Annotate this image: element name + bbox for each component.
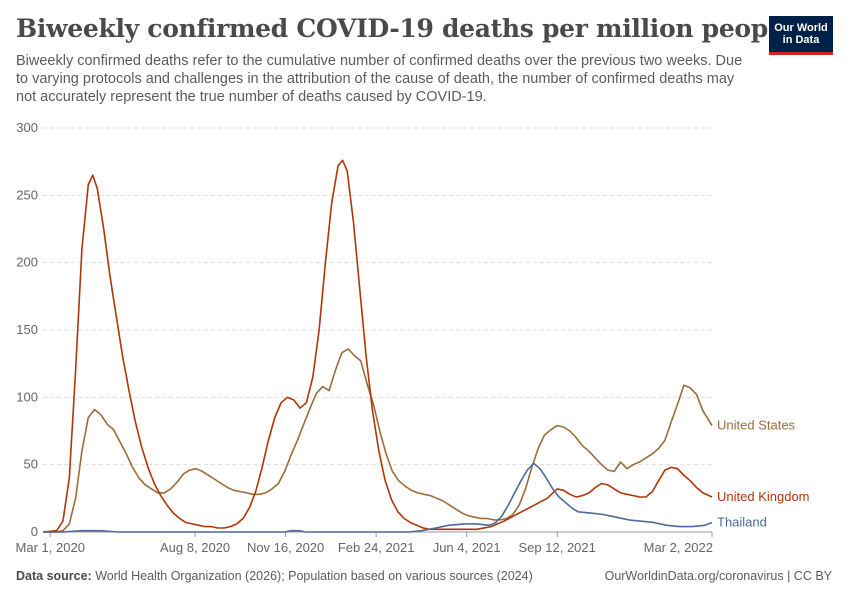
series-lines	[42, 159, 713, 533]
grid-lines	[43, 127, 712, 466]
series-line-thailand	[43, 462, 713, 533]
x-tick-label: Aug 8, 2020	[160, 540, 230, 555]
y-tick-label: 50	[24, 457, 38, 472]
x-tick-label: Nov 16, 2020	[247, 540, 324, 555]
chart-subtitle: Biweekly confirmed deaths refer to the c…	[16, 53, 743, 105]
y-tick-label: 150	[16, 322, 38, 337]
y-tick-label: 200	[16, 255, 38, 270]
series-label-thailand: Thailand	[717, 515, 767, 530]
owid-logo[interactable]: Our World in Data	[769, 16, 833, 55]
series-line-united-kingdom	[42, 159, 713, 533]
footer-source: Data source: World Health Organization (…	[16, 569, 533, 583]
x-tick-label: Mar 1, 2020	[16, 540, 85, 555]
x-tick-label: Jun 4, 2021	[433, 540, 501, 555]
x-tick-label: Mar 2, 2022	[644, 540, 713, 555]
logo-line-2: in Data	[782, 34, 820, 46]
source-text: World Health Organization (2026); Popula…	[95, 569, 533, 583]
series-label-united-kingdom: United Kingdom	[717, 489, 810, 504]
x-tick-label: Feb 24, 2021	[338, 540, 415, 555]
axes: 0 50 100 150 200 250 300 Mar 1, 2020 Aug 8, 2020…	[16, 120, 713, 555]
footer-link[interactable]: OurWorldinData.org/coronavirus | CC BY	[604, 569, 832, 583]
logo-line-1: Our World	[774, 22, 828, 34]
series-label-united-states: United States	[717, 418, 796, 433]
series-labels: United States United Kingdom Thailand	[717, 418, 810, 530]
source-label: Data source:	[16, 569, 92, 583]
y-tick-label: 100	[16, 389, 38, 404]
y-tick-label: 0	[31, 524, 38, 539]
chart-title: Biweekly confirmed COVID-19 deaths per m…	[16, 14, 793, 43]
y-tick-label: 300	[16, 120, 38, 135]
y-tick-label: 250	[16, 187, 38, 202]
x-tick-label: Sep 12, 2021	[519, 540, 596, 555]
